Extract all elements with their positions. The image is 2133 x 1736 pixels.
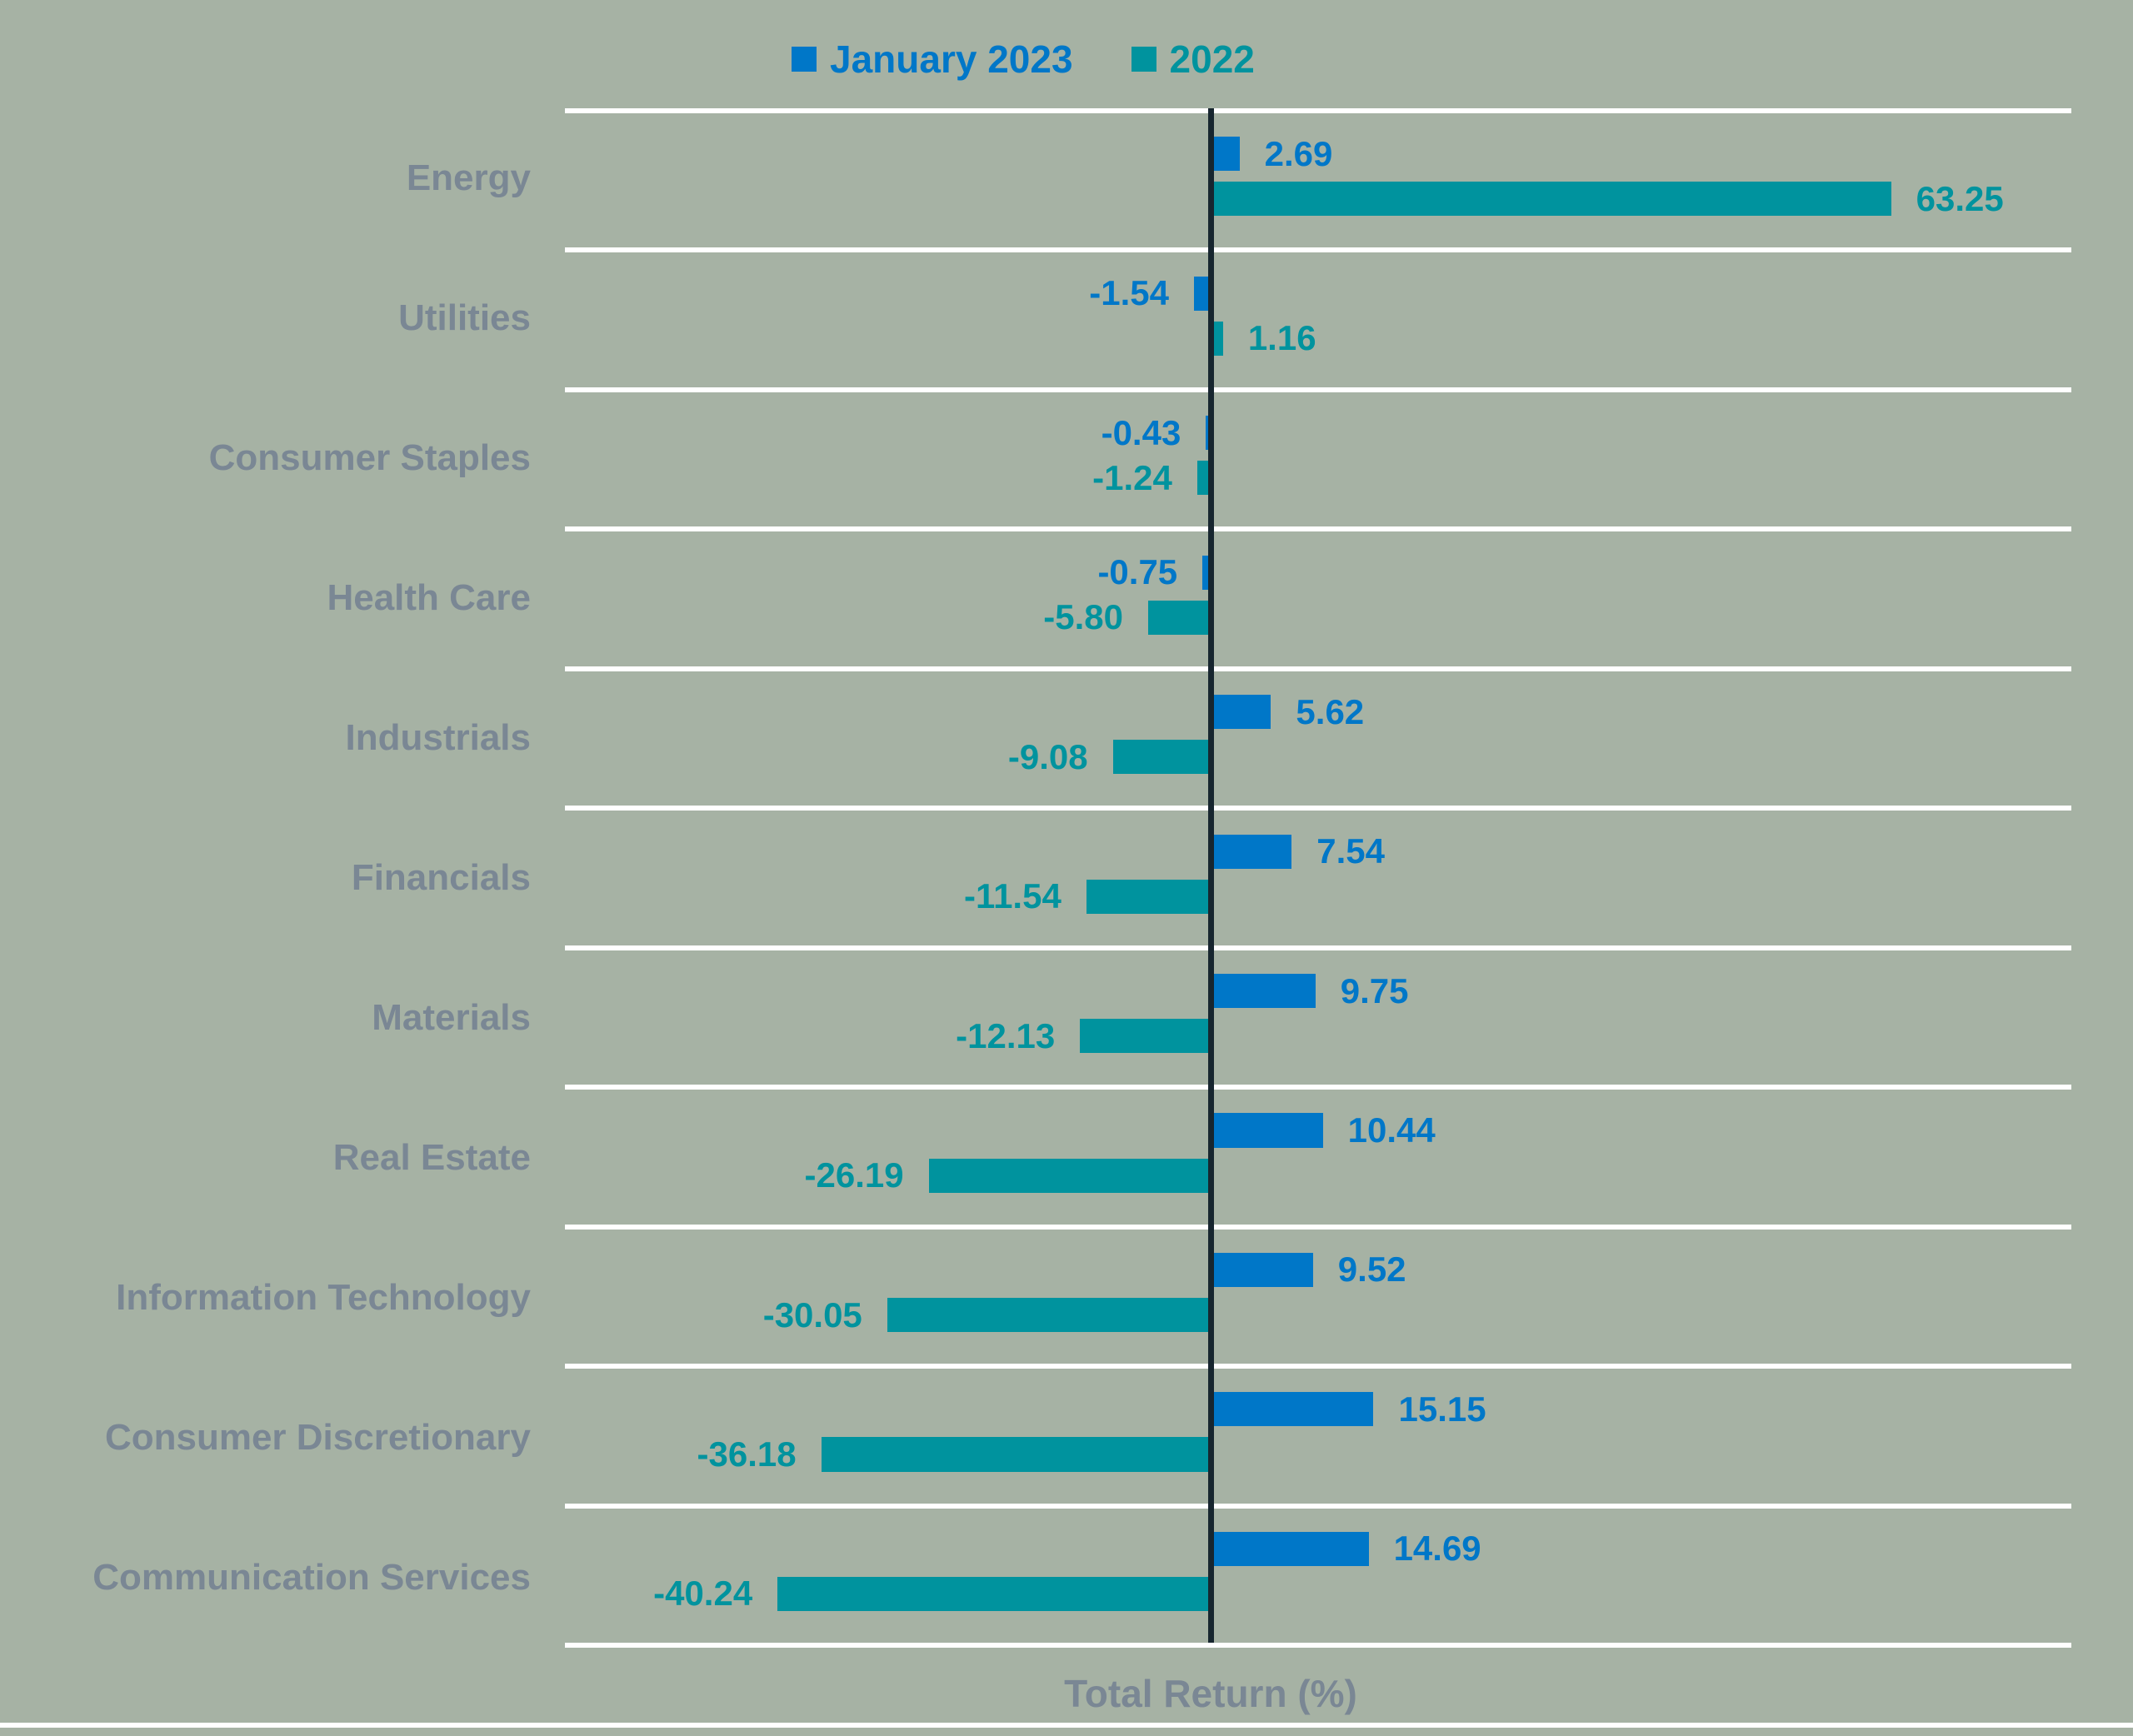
category-label: Consumer Discretionary: [104, 1416, 531, 1458]
legend-swatch-january-2023: [792, 47, 817, 72]
legend-swatch-2022: [1131, 47, 1156, 72]
category-label: Information Technology: [116, 1276, 531, 1318]
bar-january-2023: [1210, 1113, 1323, 1148]
bar-january-2023: [1210, 695, 1271, 730]
chart-row: -0.43 -1.24: [565, 387, 2071, 526]
category-label: Health Care: [327, 576, 531, 618]
bar-value-label: -9.08: [1007, 736, 1088, 776]
category-label: Energy: [406, 157, 531, 198]
category-labels: Energy Utilities Consumer Staples Health Ca…: [0, 108, 531, 1648]
legend-label-january-2023: January 2023: [830, 37, 1073, 81]
bar-january-2023: [1210, 137, 1240, 172]
bar-value-label: -1.54: [1089, 273, 1169, 313]
chart-row: 9.52 -30.05: [565, 1224, 2071, 1364]
chart-row: -1.54 1.16: [565, 247, 2071, 387]
bar-2022: [821, 1437, 1211, 1472]
bar-2022: [1196, 461, 1211, 496]
bar-value-label: -0.43: [1101, 412, 1181, 452]
bar-value-label: 1.16: [1247, 318, 1316, 358]
category-label: Communication Services: [92, 1556, 531, 1598]
bar-2022: [1086, 879, 1211, 914]
bottom-border-line: [0, 1723, 2133, 1728]
bar-january-2023: [1210, 973, 1316, 1009]
bar-january-2023: [1202, 555, 1211, 590]
bar-value-label: -36.18: [697, 1434, 797, 1474]
bar-2022: [777, 1576, 1211, 1612]
bar-value-label: 9.75: [1340, 970, 1409, 1010]
bar-value-label: 9.52: [1337, 1250, 1406, 1290]
bar-value-label: -26.19: [804, 1155, 904, 1195]
category-label: Utilities: [398, 297, 531, 338]
bar-2022: [1147, 600, 1211, 635]
bar-january-2023: [1210, 1252, 1313, 1288]
zero-axis-line: [1207, 108, 1214, 1643]
chart-row: 7.54 -11.54: [565, 806, 2071, 945]
chart-row: 2.69 63.25: [565, 108, 2071, 247]
chart-row: 14.69 -40.24: [565, 1503, 2071, 1643]
bar-value-label: 15.15: [1398, 1389, 1486, 1429]
chart-row: 10.44 -26.19: [565, 1085, 2071, 1224]
bar-january-2023: [1210, 834, 1292, 869]
category-label: Materials: [372, 996, 531, 1038]
bar-value-label: -12.13: [956, 1015, 1056, 1055]
bar-value-label: 14.69: [1393, 1529, 1481, 1569]
category-label: Financials: [351, 856, 531, 898]
bar-2022: [928, 1158, 1211, 1193]
bar-january-2023: [1210, 1392, 1374, 1427]
chart-row: -0.75 -5.80: [565, 526, 2071, 666]
category-label: Industrials: [345, 716, 532, 758]
x-axis-title: Total Return (%): [1064, 1672, 1357, 1715]
chart-row: 15.15 -36.18: [565, 1364, 2071, 1503]
category-label: Real Estate: [332, 1136, 531, 1178]
chart-legend: January 2023 2022: [792, 40, 1255, 78]
bar-value-label: -1.24: [1092, 457, 1172, 497]
bar-value-label: 2.69: [1264, 133, 1333, 173]
bar-2022: [1210, 182, 1891, 217]
bar-january-2023: [1210, 1531, 1369, 1566]
legend-label-2022: 2022: [1169, 37, 1255, 81]
chart-row: 9.75 -12.13: [565, 945, 2071, 1085]
bar-value-label: -11.54: [964, 876, 1062, 916]
bar-value-label: -5.80: [1043, 597, 1123, 637]
bar-value-label: 10.44: [1347, 1110, 1436, 1150]
bar-january-2023: [1193, 276, 1211, 311]
chart-row: 5.62 -9.08: [565, 666, 2071, 806]
category-label: Consumer Staples: [208, 436, 531, 478]
bar-2022: [1112, 740, 1211, 775]
bar-value-label: 7.54: [1316, 831, 1385, 871]
legend-item-january-2023: January 2023: [792, 40, 1073, 78]
plot-area: 2.69 63.25 -1.54 1.16 -0.43 -1.24 -0.75 -5.80 5.…: [565, 108, 2071, 1648]
bar-value-label: -30.05: [762, 1295, 862, 1334]
bar-2022: [1080, 1019, 1211, 1054]
bar-2022: [887, 1297, 1211, 1333]
bar-value-label: -40.24: [653, 1574, 753, 1614]
bar-value-label: 5.62: [1296, 691, 1365, 731]
bar-value-label: 63.25: [1916, 178, 2004, 218]
bar-value-label: -0.75: [1097, 552, 1178, 592]
legend-item-2022: 2022: [1131, 40, 1255, 78]
